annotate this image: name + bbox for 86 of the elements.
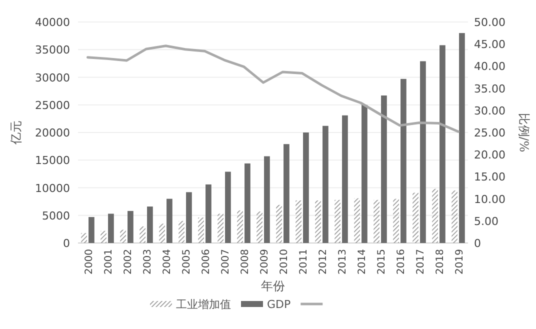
bar <box>432 188 438 243</box>
y2-tick-label: 40.00 <box>474 60 506 74</box>
x-tick-label: 2016 <box>396 249 407 274</box>
bar <box>440 45 446 243</box>
bar <box>400 78 406 243</box>
bar <box>393 198 399 243</box>
legend-label: GDP <box>267 298 291 311</box>
x-tick-label: 2002 <box>122 249 134 274</box>
bar <box>381 95 387 243</box>
bar <box>284 144 290 243</box>
x-tick-label: 2018 <box>434 249 446 274</box>
bar <box>256 212 262 243</box>
y2-tick-label: 45.00 <box>474 38 506 52</box>
x-tick-label: 2003 <box>142 249 154 274</box>
x-tick-label: 2000 <box>84 249 95 274</box>
bar <box>264 156 270 243</box>
x-tick-label: 2019 <box>454 249 466 274</box>
bar <box>120 230 126 243</box>
bar <box>178 220 184 243</box>
x-tick-label: 2015 <box>376 249 388 274</box>
bar <box>206 184 212 243</box>
legend-label: 工业增加值 <box>176 298 231 311</box>
bar <box>108 214 114 243</box>
y-tick-label: 40000 <box>35 16 70 29</box>
bar <box>81 233 87 243</box>
y-tick-label: 15000 <box>35 154 70 168</box>
y2-tick-label: 20.00 <box>474 148 506 162</box>
bar <box>322 126 328 243</box>
y-tick-label: 25000 <box>35 98 70 112</box>
x-tick-label: 2013 <box>337 249 348 274</box>
y2-tick-label: 5.00 <box>474 214 498 228</box>
x-tick-label: 2009 <box>259 249 270 274</box>
bar <box>342 115 348 243</box>
bar <box>218 214 224 243</box>
y2-tick-label: 50.00 <box>474 16 506 29</box>
y-tick-label: 30000 <box>35 71 70 84</box>
bar <box>159 224 165 243</box>
y2-tick-label: 25.00 <box>474 126 506 140</box>
bar <box>296 200 302 243</box>
x-tick-label: 2007 <box>220 249 232 274</box>
y-axis-title: 亿元 <box>9 120 23 146</box>
bar <box>276 204 282 243</box>
y2-tick-label: 0 <box>474 237 481 250</box>
y-tick-label: 10000 <box>35 182 70 195</box>
x-tick-label: 2014 <box>356 249 368 274</box>
bar <box>303 132 309 243</box>
x-axis-title: 年份 <box>261 279 285 293</box>
y-tick-label: 0 <box>63 237 70 250</box>
y2-tick-label: 30.00 <box>474 104 506 118</box>
bar <box>315 200 321 243</box>
y2-axis-title: 比例/% <box>517 112 531 152</box>
y-tick-label: 35000 <box>35 44 70 57</box>
x-tick-label: 2008 <box>240 249 251 274</box>
bar <box>412 192 418 243</box>
bar <box>420 61 426 243</box>
x-tick-label: 2010 <box>278 249 290 274</box>
bar <box>225 172 231 243</box>
y2-tick-label: 10.00 <box>474 192 506 206</box>
x-tick-label: 2012 <box>318 249 329 274</box>
x-tick-label: 2017 <box>415 249 426 274</box>
y2-tick-label: 35.00 <box>474 82 506 96</box>
bar <box>147 206 153 243</box>
bar <box>362 104 368 243</box>
y-tick-label: 20000 <box>35 126 70 140</box>
bar <box>334 200 340 243</box>
bar <box>140 226 146 243</box>
x-tick-label: 2006 <box>200 249 212 274</box>
y-tick-label: 5000 <box>42 209 70 222</box>
bar <box>237 210 243 243</box>
bar <box>374 200 380 243</box>
bar <box>452 190 458 243</box>
bar <box>354 198 360 243</box>
bar <box>244 163 250 243</box>
y2-tick-label: 15.00 <box>474 170 506 184</box>
line-series <box>86 44 460 133</box>
x-tick-label: 2005 <box>181 249 192 274</box>
x-tick-label: 2001 <box>103 249 114 274</box>
x-tick-label: 2004 <box>162 249 173 274</box>
bar <box>100 230 106 243</box>
bar <box>186 192 192 243</box>
x-tick-label: 2011 <box>298 249 310 274</box>
bar <box>128 210 134 243</box>
bar <box>198 218 204 243</box>
bar <box>88 217 94 243</box>
bar <box>459 33 465 243</box>
bar <box>166 198 172 243</box>
